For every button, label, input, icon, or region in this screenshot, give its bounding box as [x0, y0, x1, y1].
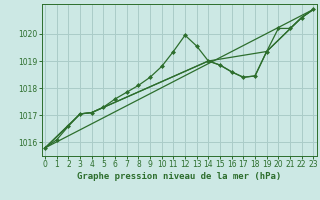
X-axis label: Graphe pression niveau de la mer (hPa): Graphe pression niveau de la mer (hPa): [77, 172, 281, 181]
